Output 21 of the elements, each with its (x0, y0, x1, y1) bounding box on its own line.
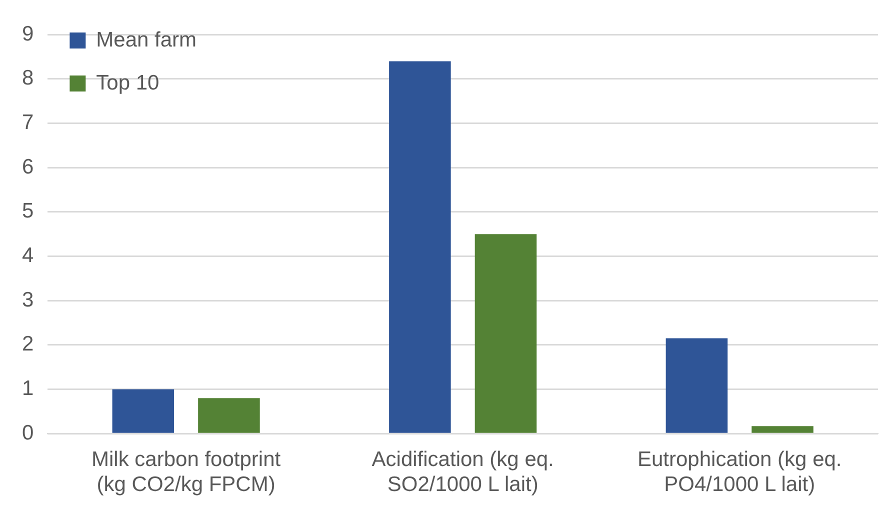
y-tick-label: 1 (22, 377, 34, 400)
y-tick-label: 3 (22, 288, 34, 312)
bar (666, 338, 728, 433)
y-tick-label: 5 (22, 200, 34, 223)
y-tick-label: 7 (22, 111, 34, 134)
bar (198, 398, 260, 433)
x-tick-label: Acidification (kg eq. SO2/1000 L lait) (372, 448, 554, 496)
x-tick-label: Eutrophication (kg eq. PO4/1000 L lait) (637, 448, 842, 496)
bar (474, 234, 537, 433)
bar (752, 426, 814, 433)
x-tick-label: Milk carbon footprint (kg CO2/kg FPCM) (92, 448, 281, 496)
y-tick-label: 9 (22, 22, 34, 46)
y-tick-label: 6 (22, 155, 34, 178)
y-tick-label: 8 (22, 66, 34, 90)
y-tick-label: 2 (22, 332, 34, 356)
legend-label: Mean farm (96, 28, 197, 52)
legend-label: Top 10 (96, 71, 160, 94)
y-tick-label: 4 (22, 244, 34, 268)
y-tick-label: 0 (22, 421, 34, 444)
bar (112, 389, 174, 433)
bar (389, 61, 451, 433)
